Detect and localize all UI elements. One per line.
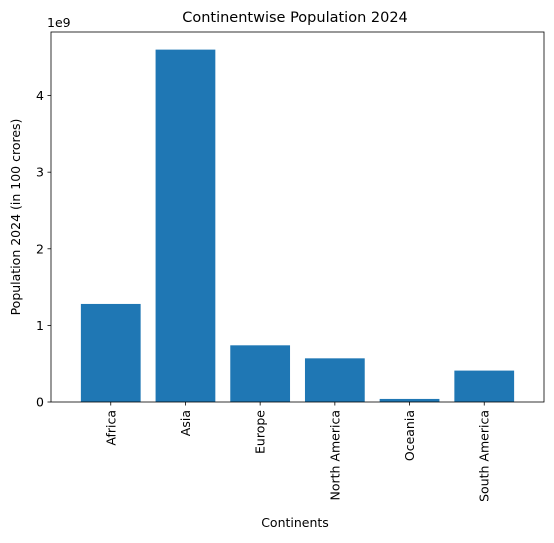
x-tick-label-africa: Africa — [103, 410, 118, 446]
bar-south-america — [454, 370, 515, 402]
bar-north-america — [304, 358, 365, 402]
x-tick-label-south-america: South America — [477, 410, 492, 502]
x-tick-label-oceania: Oceania — [402, 410, 417, 461]
y-tick-label-3: 3 — [36, 165, 44, 180]
y-tick-label-4: 4 — [36, 88, 44, 103]
y-axis-label: Population 2024 (in 100 crores) — [8, 119, 23, 316]
plot-area-frame — [50, 31, 545, 403]
bar-oceania — [379, 398, 440, 402]
y-tick-label-2: 2 — [36, 241, 44, 256]
y-tick-label-1: 1 — [36, 318, 44, 333]
y-axis-offset-label: 1e9 — [47, 15, 71, 30]
x-tick-label-asia: Asia — [178, 410, 193, 436]
x-axis-label: Continents — [261, 515, 329, 530]
y-axis-ticks: 0 1 2 3 4 — [36, 88, 51, 410]
y-tick-label-0: 0 — [36, 395, 44, 410]
x-tick-label-europe: Europe — [253, 410, 268, 454]
bars-group — [80, 49, 515, 402]
bar-europe — [230, 345, 291, 402]
chart-title: Continentwise Population 2024 — [182, 10, 408, 26]
x-axis-ticks: Africa Asia Europe North America Oceania Sout… — [103, 402, 492, 502]
x-tick-label-north-america: North America — [327, 410, 342, 501]
bar-africa — [80, 303, 141, 402]
bar-asia — [155, 49, 216, 402]
